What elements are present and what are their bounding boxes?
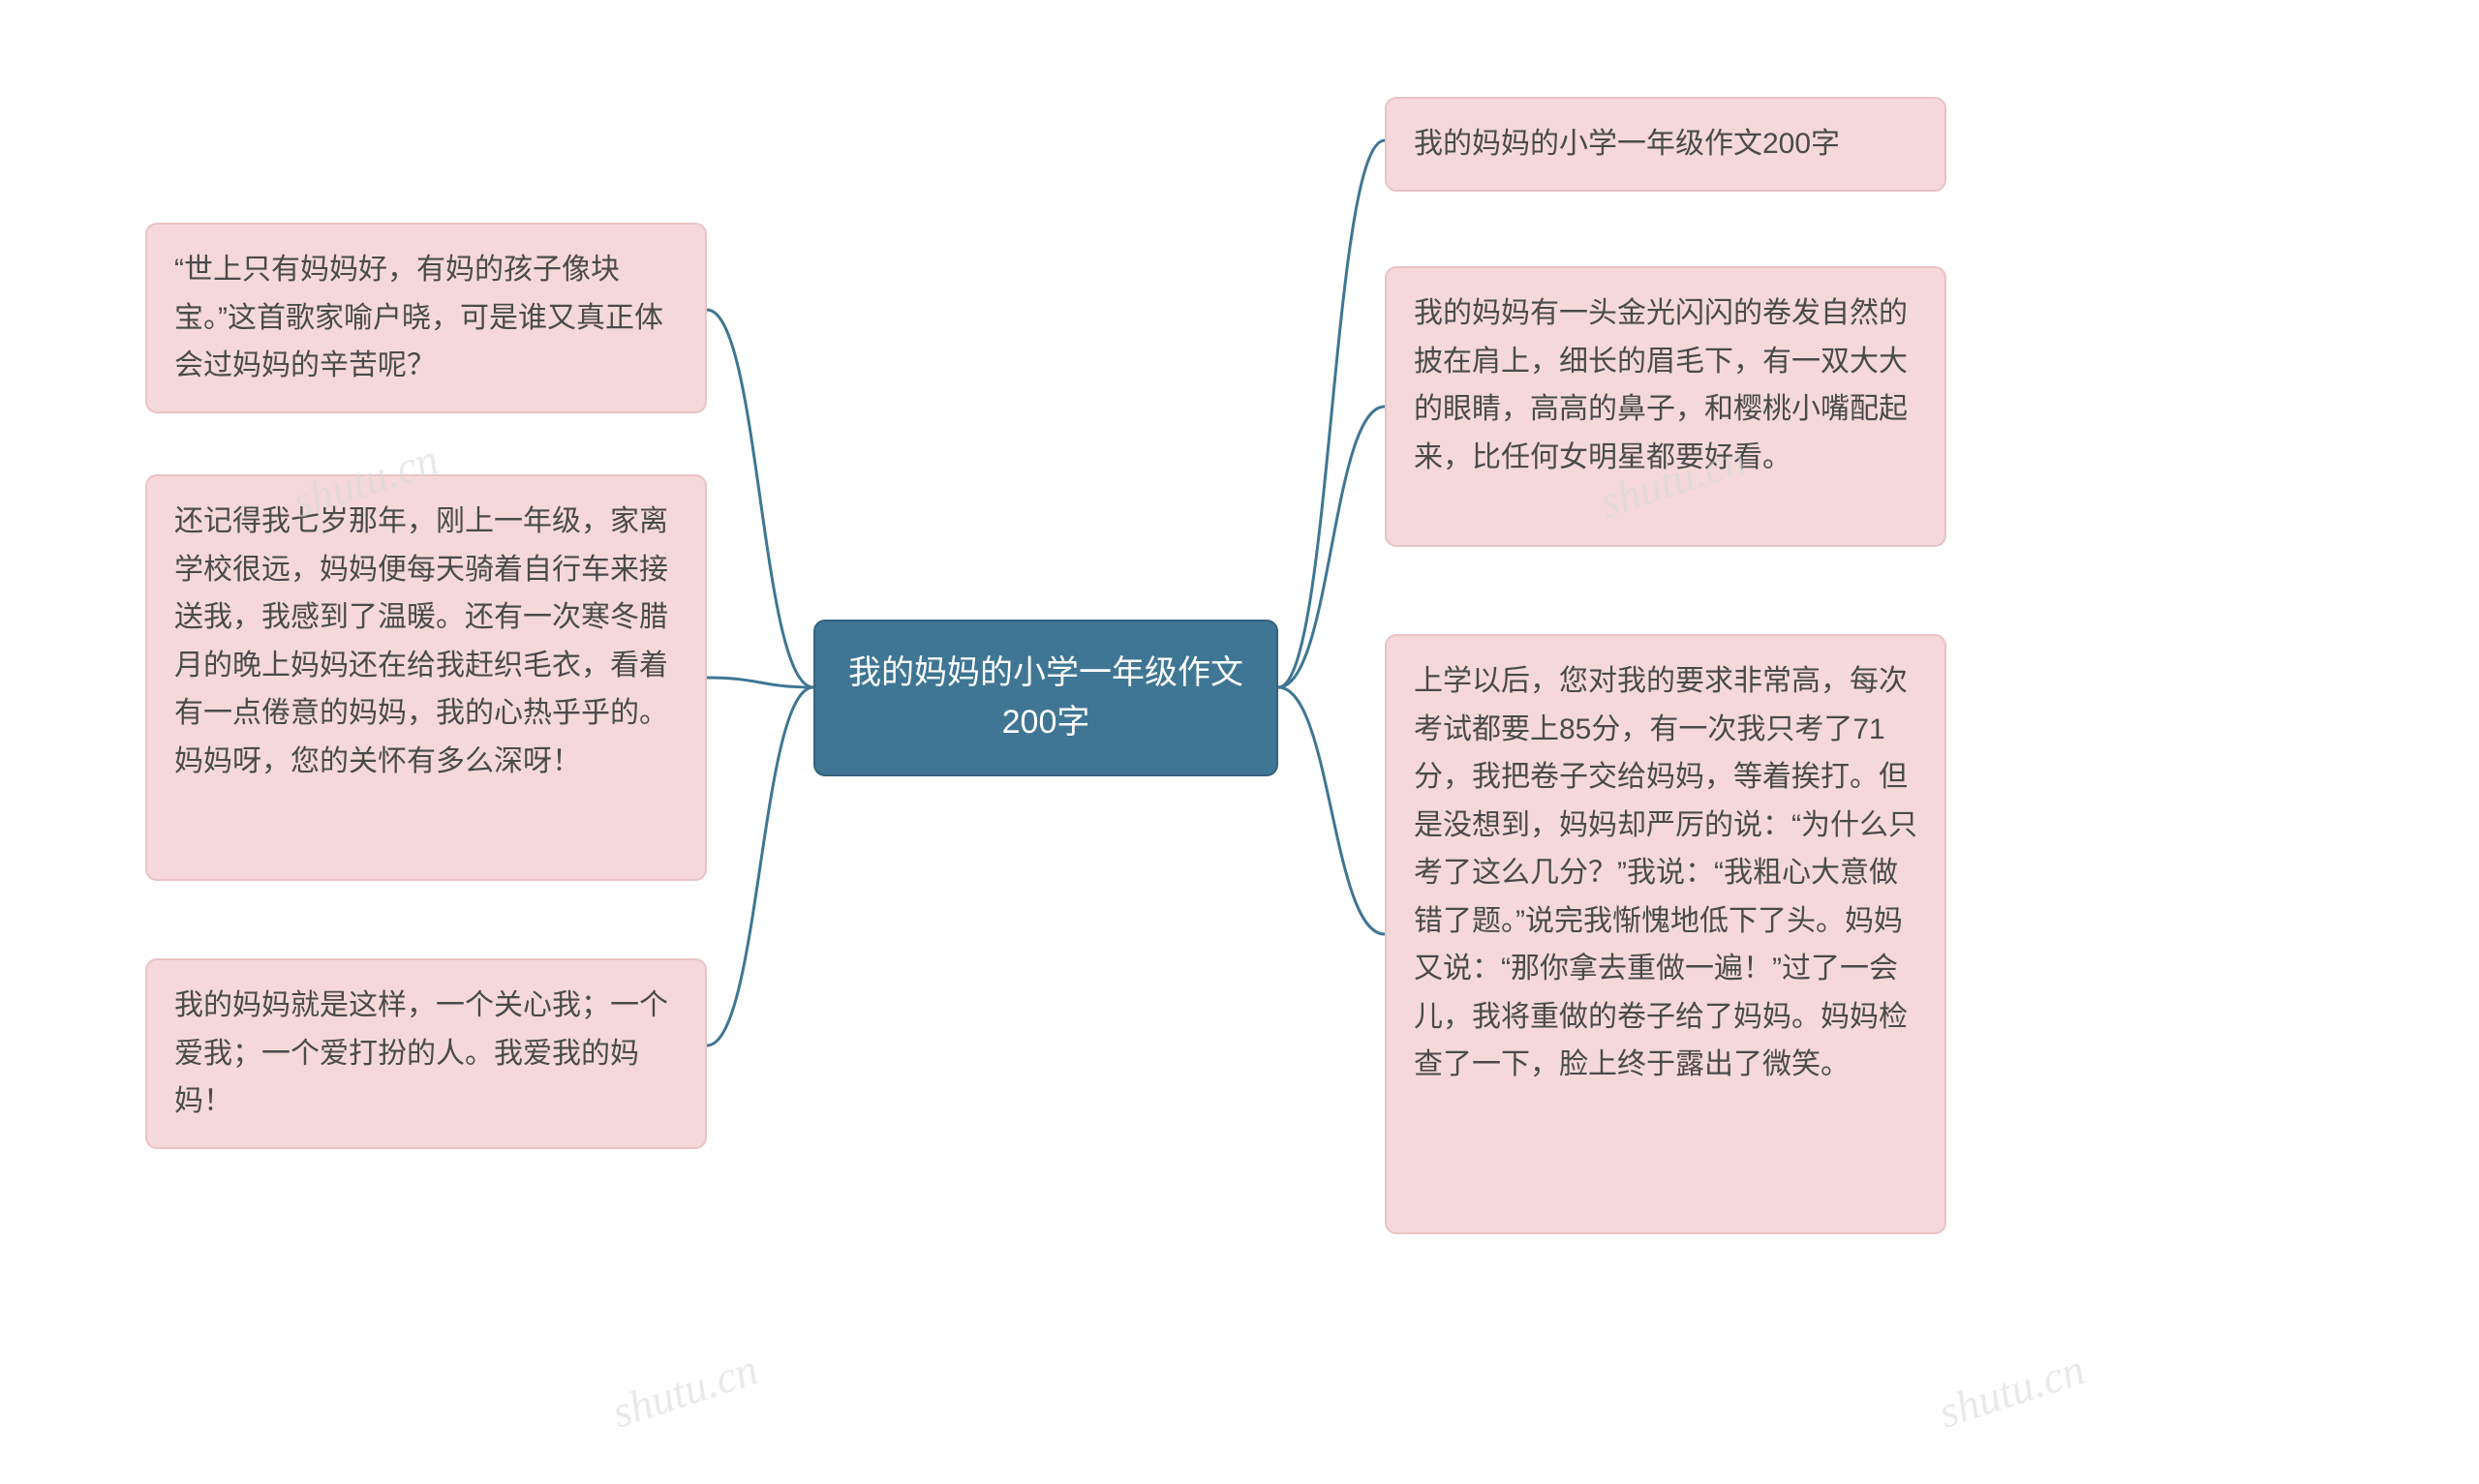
left-node-0[interactable]: “世上只有妈妈好，有妈的孩子像块宝。”这首歌家喻户晓，可是谁又真正体会过妈妈的辛… <box>145 223 707 413</box>
mindmap-canvas: 我的妈妈的小学一年级作文200字 “世上只有妈妈好，有妈的孩子像块宝。”这首歌家… <box>0 0 2479 1484</box>
connector-right-2 <box>1278 687 1385 934</box>
connector-right-0 <box>1278 140 1385 687</box>
watermark-3: shutu.cn <box>1933 1343 2091 1438</box>
left-node-1[interactable]: 还记得我七岁那年，刚上一年级，家离学校很远，妈妈便每天骑着自行车来接送我，我感到… <box>145 474 707 881</box>
connector-left-2 <box>707 687 813 1045</box>
connector-left-1 <box>707 678 813 687</box>
connector-left-0 <box>707 310 813 687</box>
right-node-2[interactable]: 上学以后，您对我的要求非常高，每次考试都要上85分，有一次我只考了71分，我把卷… <box>1385 634 1946 1234</box>
watermark-2: shutu.cn <box>606 1343 764 1438</box>
left-node-2[interactable]: 我的妈妈就是这样，一个关心我；一个爱我；一个爱打扮的人。我爱我的妈妈！ <box>145 958 707 1149</box>
center-node[interactable]: 我的妈妈的小学一年级作文200字 <box>813 620 1278 776</box>
right-node-0[interactable]: 我的妈妈的小学一年级作文200字 <box>1385 97 1946 192</box>
connector-right-1 <box>1278 407 1385 687</box>
right-node-1[interactable]: 我的妈妈有一头金光闪闪的卷发自然的披在肩上，细长的眉毛下，有一双大大的眼睛，高高… <box>1385 266 1946 547</box>
